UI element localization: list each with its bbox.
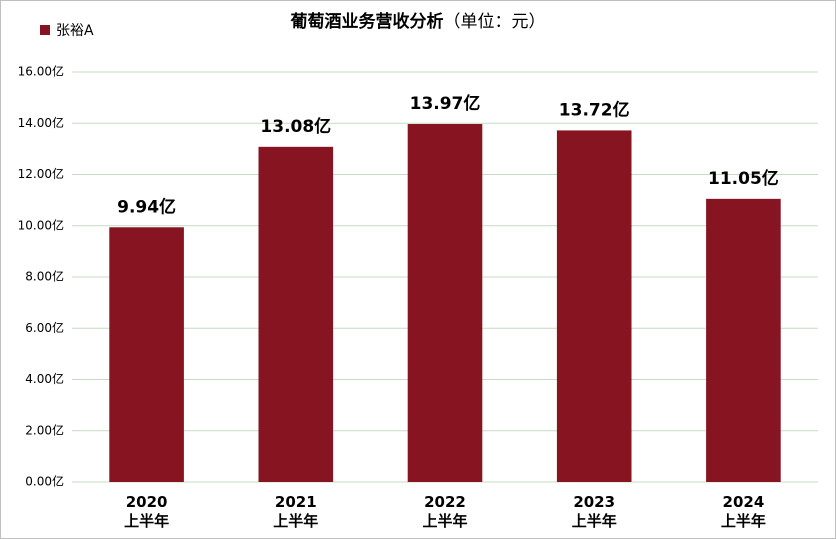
- x-tick-line: 上半年: [721, 512, 766, 530]
- x-tick-line: 2024: [723, 493, 765, 511]
- x-tick-line: 2022: [424, 493, 466, 511]
- value-label: 13.97亿: [410, 93, 481, 114]
- legend-swatch: [40, 25, 50, 35]
- x-tick-label: 2020 上半年: [124, 493, 169, 530]
- bar: [109, 227, 184, 482]
- y-tick-label: 6.00亿: [25, 320, 64, 335]
- bar: [258, 146, 334, 482]
- bar: [556, 130, 632, 483]
- y-tick-label: 8.00亿: [25, 269, 64, 284]
- x-tick-line: 上半年: [273, 512, 318, 530]
- y-tick-label: 12.00亿: [18, 166, 64, 181]
- value-label: 9.94亿: [117, 196, 176, 217]
- x-tick-line: 上半年: [572, 512, 617, 530]
- y-tick-label: 2.00亿: [25, 422, 64, 437]
- x-tick-line: 2023: [573, 493, 615, 511]
- x-tick-label: 2022 上半年: [422, 493, 467, 530]
- x-tick-label: 2021 上半年: [273, 493, 318, 530]
- x-tick-label: 2024 上半年: [721, 493, 766, 530]
- x-tick-line: 上半年: [422, 512, 467, 530]
- y-tick-label: 16.00亿: [18, 64, 64, 79]
- chart-title: 葡萄酒业务营收分析（单位：元）: [290, 11, 546, 32]
- value-label: 11.05亿: [708, 168, 779, 189]
- x-tick-line: 2020: [126, 493, 168, 511]
- legend-label: 张裕A: [56, 23, 94, 39]
- value-label: 13.08亿: [260, 116, 331, 137]
- y-tick-label: 14.00亿: [18, 115, 64, 130]
- x-tick-line: 上半年: [124, 512, 169, 530]
- y-tick-label: 0.00亿: [25, 474, 64, 489]
- x-tick-line: 2021: [275, 493, 317, 511]
- x-tick-label: 2023 上半年: [572, 493, 617, 530]
- value-label: 13.72亿: [559, 99, 630, 120]
- y-tick-label: 4.00亿: [25, 371, 64, 386]
- bar: [407, 124, 483, 483]
- y-tick-label: 10.00亿: [18, 217, 64, 232]
- title-unit: （单位：元）: [444, 12, 546, 32]
- bar: [706, 198, 781, 482]
- title-main: 葡萄酒业务营收分析: [290, 11, 444, 32]
